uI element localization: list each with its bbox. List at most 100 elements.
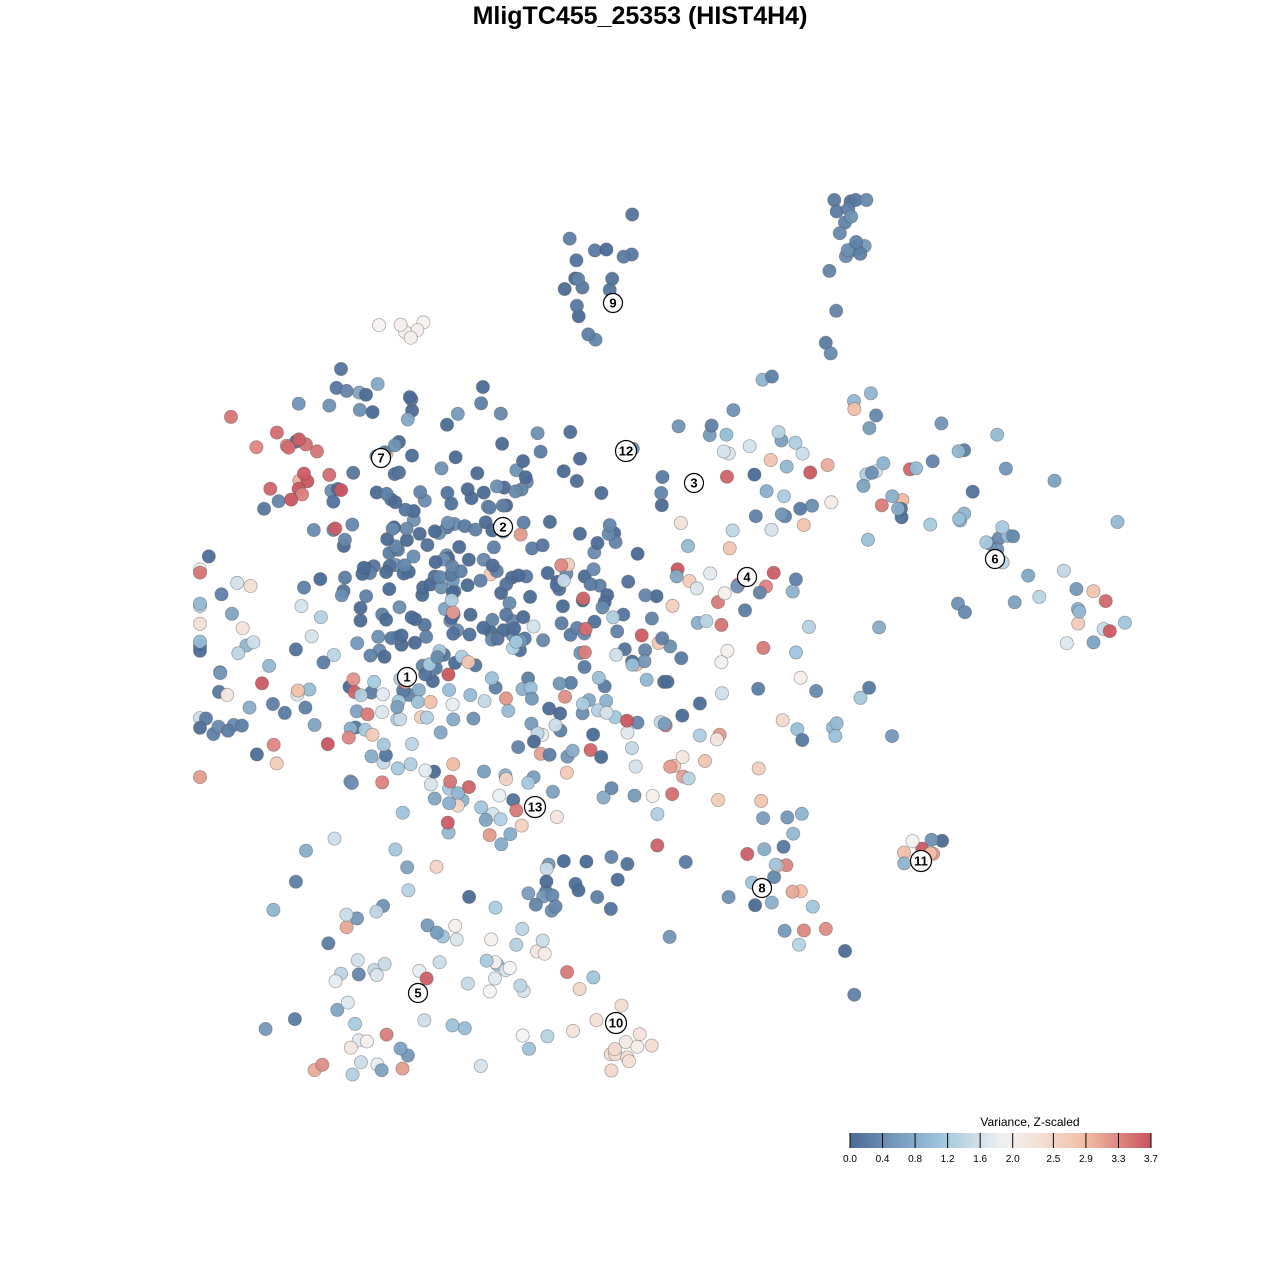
cell-point (377, 649, 392, 664)
cell-point (442, 796, 457, 811)
cell-point (663, 759, 678, 774)
cell-point (725, 523, 740, 538)
cell-point (644, 1038, 659, 1053)
cell-point (502, 960, 517, 975)
cell-point (429, 925, 444, 940)
cluster-label-13: 13 (523, 795, 547, 819)
cell-point (494, 837, 509, 852)
cell-point (674, 651, 689, 666)
cell-point (606, 610, 621, 625)
cell-point (792, 937, 807, 952)
cell-point (924, 832, 939, 847)
cell-point (397, 558, 412, 573)
cell-point (192, 770, 207, 785)
cell-point (788, 572, 803, 587)
svg-text:5: 5 (414, 986, 421, 1001)
cell-point (404, 448, 419, 463)
cell-point (1110, 515, 1125, 530)
cell-point (751, 761, 766, 776)
cell-point (655, 469, 670, 484)
cell-point (340, 995, 355, 1010)
cell-point (513, 978, 528, 993)
cell-point (776, 839, 791, 854)
cell-point (669, 569, 684, 584)
svg-text:6: 6 (991, 552, 998, 567)
cell-point (466, 711, 481, 726)
cell-point (665, 598, 680, 613)
cell-point (291, 432, 306, 447)
cell-point (862, 421, 877, 436)
cell-point (872, 620, 887, 635)
colorbar-tick-label: 2.5 (1046, 1154, 1060, 1165)
cell-point (430, 650, 445, 665)
cell-point (360, 707, 375, 722)
cell-point (654, 498, 669, 513)
cell-point (721, 890, 736, 905)
cell-point (596, 790, 611, 805)
cell-point (558, 689, 573, 704)
cell-point (192, 565, 207, 580)
cell-point (487, 971, 502, 986)
cell-point (634, 628, 649, 643)
cell-point (351, 967, 366, 982)
cell-point (625, 207, 640, 222)
cell-point (554, 558, 569, 573)
cell-point (192, 720, 207, 735)
cell-point (1102, 624, 1117, 639)
cell-point (350, 636, 365, 651)
cell-point (515, 1028, 530, 1043)
cell-point (714, 655, 729, 670)
cell-point (288, 642, 303, 657)
cell-point (1047, 473, 1062, 488)
cell-point (556, 464, 571, 479)
cell-point (382, 582, 397, 597)
cell-point (379, 565, 394, 580)
cell-point (449, 932, 464, 947)
cell-point (665, 787, 680, 802)
cell-point (552, 676, 567, 691)
cell-point (704, 418, 719, 433)
cell-point (345, 1067, 360, 1082)
cell-point (334, 482, 349, 497)
cell-point (998, 461, 1013, 476)
cell-point (621, 1054, 636, 1069)
svg-text:4: 4 (743, 570, 751, 585)
cell-point (625, 657, 640, 672)
cell-point (461, 655, 476, 670)
cell-point (333, 361, 348, 376)
cell-point (326, 494, 341, 509)
cell-point (720, 643, 735, 658)
cell-point (367, 674, 382, 689)
cell-point (853, 246, 868, 261)
legend-title: Variance, Z-scaled (980, 1115, 1080, 1129)
cell-point (379, 1027, 394, 1042)
colorbar-gradient (850, 1133, 1151, 1148)
cell-point (587, 614, 602, 629)
cell-point (296, 466, 311, 481)
cell-point (779, 459, 794, 474)
cell-point (571, 883, 586, 898)
cell-point (764, 522, 779, 537)
cell-point (864, 465, 879, 480)
cell-point (391, 465, 406, 480)
cell-point (717, 586, 732, 601)
cell-point (620, 857, 635, 872)
cell-point (352, 402, 367, 417)
cell-point (476, 764, 491, 779)
cell-point (771, 425, 786, 440)
cell-point (609, 647, 624, 662)
cell-point (586, 562, 601, 577)
cell-point (632, 1027, 647, 1042)
cell-point (849, 234, 864, 249)
cell-point (423, 777, 438, 792)
cell-point (795, 446, 810, 461)
svg-text:11: 11 (914, 854, 928, 869)
cell-point (339, 920, 354, 935)
cell-point (775, 713, 790, 728)
cell-point (249, 440, 264, 455)
cell-point (990, 427, 1005, 442)
cell-point (766, 565, 781, 580)
cell-point (419, 971, 434, 986)
cell-point (369, 904, 384, 919)
cell-point (891, 501, 906, 516)
